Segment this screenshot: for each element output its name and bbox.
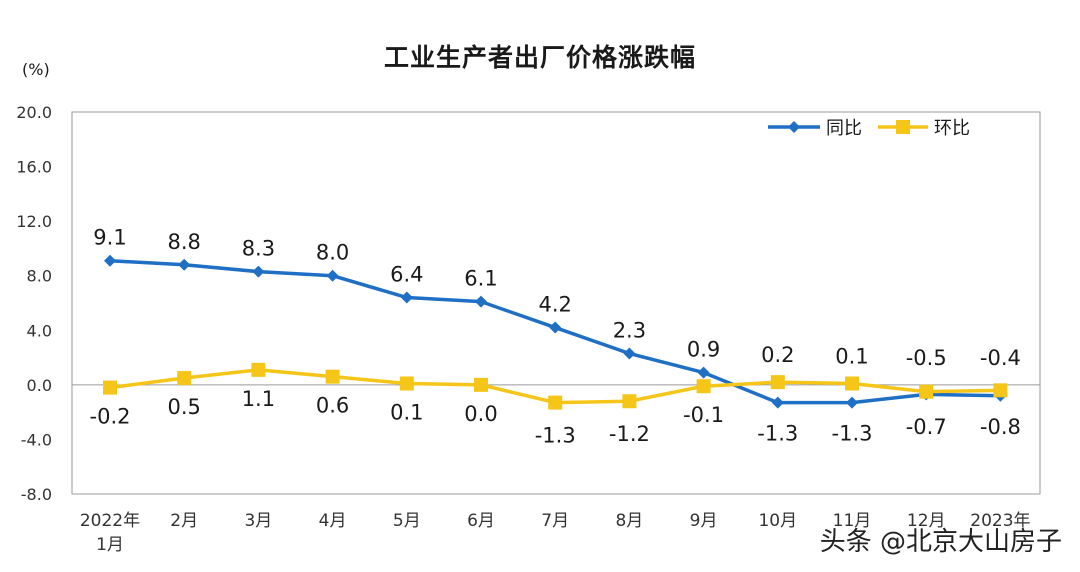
data-point (696, 379, 711, 394)
data-label: -1.3 (757, 422, 798, 446)
y-tick-label: 4.0 (27, 321, 52, 340)
y-tick-label: 12.0 (16, 212, 52, 231)
x-tick-label: 5月 (393, 511, 421, 531)
x-tick-label: 7月 (541, 511, 569, 531)
x-tick-label: 11月 (833, 511, 872, 531)
data-point (549, 321, 562, 334)
data-point (845, 376, 859, 391)
data-label: -1.3 (535, 424, 576, 448)
x-tick-label: 10月 (758, 511, 797, 531)
data-label: -1.3 (832, 422, 873, 446)
data-label: 4.2 (538, 293, 571, 317)
data-label: 0.2 (761, 343, 794, 367)
y-tick-label: 0.0 (27, 376, 52, 395)
x-tick-label: 4月 (319, 511, 347, 531)
data-point (475, 295, 487, 308)
y-tick-label: -8.0 (21, 485, 52, 504)
data-label: 2.3 (613, 318, 646, 342)
data-point (252, 265, 265, 278)
y-tick-label: -4.0 (21, 430, 52, 449)
x-tick-label: 2023年 (970, 511, 1030, 531)
chart-title: 工业生产者出厂价格涨跌幅 (383, 43, 696, 72)
legend-label-yoy: 同比 (826, 118, 862, 139)
data-point (623, 347, 636, 360)
data-point (548, 395, 563, 410)
data-label: 0.1 (390, 400, 423, 424)
data-point (177, 371, 192, 386)
data-label: -0.2 (90, 405, 131, 429)
data-label: 0.5 (167, 395, 200, 419)
y-tick-label: 16.0 (16, 158, 52, 177)
data-label: 8.0 (316, 241, 349, 265)
data-label: 0.0 (464, 402, 497, 426)
data-label: 8.8 (167, 230, 200, 254)
data-label: 9.1 (93, 226, 126, 250)
x-tick-label: 2022年 (80, 511, 140, 531)
y-tick-label: 20.0 (16, 103, 52, 122)
data-point (399, 376, 414, 391)
data-point (846, 396, 858, 409)
watermark: 头条 @北京大山房子 (819, 527, 1062, 557)
legend-marker-yoy (788, 121, 800, 133)
data-point (178, 258, 191, 271)
data-point (326, 269, 339, 282)
x-tick-label: 1月 (96, 535, 124, 555)
legend-label-mom: 环比 (934, 118, 970, 139)
data-label: 8.3 (242, 237, 275, 261)
data-label: -0.4 (980, 346, 1021, 370)
data-label: 0.9 (687, 338, 720, 362)
x-tick-label: 12月 (907, 511, 946, 531)
y-tick-label: 8.0 (27, 267, 52, 286)
data-point (770, 375, 785, 390)
data-label: 1.1 (242, 387, 275, 411)
data-label: 0.6 (316, 394, 349, 418)
data-point (622, 394, 637, 409)
data-label: -0.5 (906, 346, 947, 370)
data-label: 0.1 (835, 344, 868, 368)
data-label: -0.1 (683, 403, 724, 427)
data-point (771, 396, 784, 409)
data-label: -0.8 (980, 415, 1021, 439)
data-label: -1.2 (609, 422, 650, 446)
data-label: 6.1 (464, 267, 497, 291)
x-tick-label: 9月 (690, 511, 718, 531)
plot-frame (71, 111, 1041, 495)
data-point (400, 291, 413, 304)
x-tick-label: 8月 (615, 511, 643, 531)
data-point (697, 366, 710, 379)
x-tick-label: 6月 (467, 511, 495, 531)
data-point (474, 377, 488, 392)
data-point (104, 254, 116, 267)
x-tick-label: 3月 (244, 511, 272, 531)
y-axis-unit: (%) (22, 60, 50, 79)
data-point (251, 362, 266, 377)
x-tick-label: 2月 (170, 511, 198, 531)
data-label: 6.4 (390, 263, 423, 287)
data-point (103, 380, 117, 395)
data-point (993, 383, 1008, 398)
legend-marker-mom (896, 120, 910, 134)
data-point (919, 384, 934, 399)
data-label: -0.7 (906, 415, 947, 439)
data-point (325, 369, 340, 384)
